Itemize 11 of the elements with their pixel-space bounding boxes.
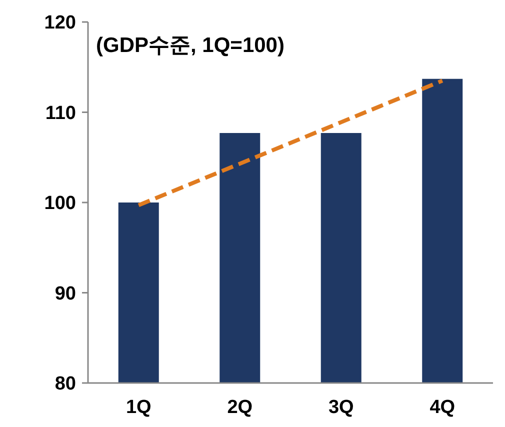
line-series: [136, 78, 444, 208]
y-tick-label: 80: [54, 374, 76, 395]
x-tick-label: 1Q: [126, 397, 152, 418]
y-tick-label: 110: [45, 102, 76, 124]
x-tick-label: 4Q: [430, 397, 456, 418]
y-tick-label: 90: [54, 283, 76, 304]
y-tick-label: 120: [44, 12, 76, 34]
x-tick-label: 2Q: [227, 397, 253, 418]
y-tick-label: 100: [44, 193, 76, 214]
text: (GDP수준, 1Q=100): [96, 34, 284, 57]
x-tick-label: 3Q: [328, 397, 354, 418]
